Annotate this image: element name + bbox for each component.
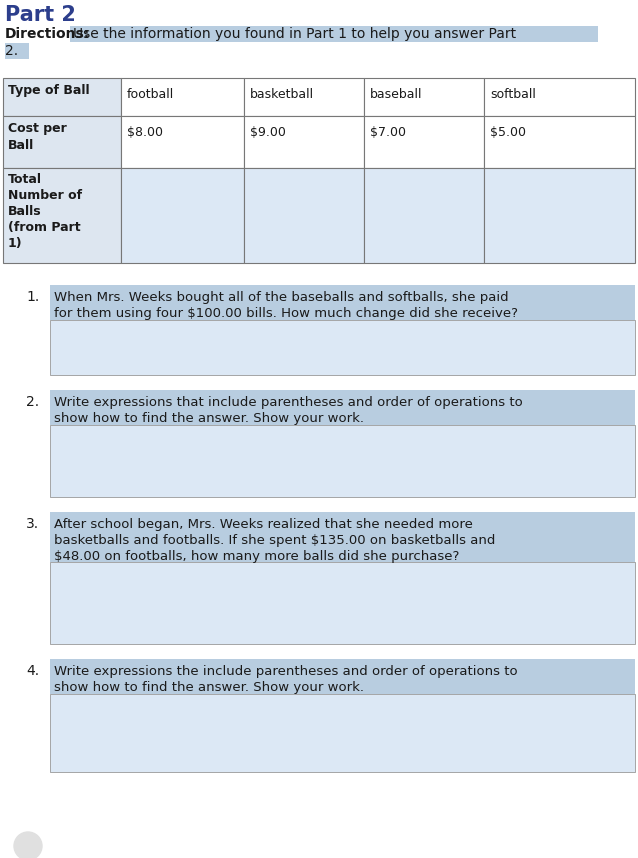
Bar (50, 512, 635, 562)
Bar (364, 116, 484, 168)
Bar (50, 425, 635, 497)
Bar (50, 320, 635, 375)
Bar (121, 168, 244, 263)
Bar (121, 116, 244, 168)
Text: show how to find the answer. Show your work.: show how to find the answer. Show your w… (54, 681, 364, 694)
Bar (50, 659, 635, 694)
Bar (3, 168, 121, 263)
Text: basketball: basketball (250, 88, 314, 101)
Text: baseball: baseball (370, 88, 422, 101)
Text: Cost per
Ball: Cost per Ball (8, 122, 67, 152)
Text: Part 2: Part 2 (5, 5, 76, 25)
Bar (50, 562, 635, 644)
Bar (3, 78, 121, 116)
Text: $9.00: $9.00 (250, 126, 286, 139)
Text: show how to find the answer. Show your work.: show how to find the answer. Show your w… (54, 412, 364, 425)
Text: basketballs and footballs. If she spent $135.00 on basketballs and: basketballs and footballs. If she spent … (54, 534, 495, 547)
Text: $48.00 on footballs, how many more balls did she purchase?: $48.00 on footballs, how many more balls… (54, 550, 459, 563)
Bar (3, 116, 121, 168)
Text: When Mrs. Weeks bought all of the baseballs and softballs, she paid: When Mrs. Weeks bought all of the baseba… (54, 291, 508, 304)
Text: Type of Ball: Type of Ball (8, 84, 89, 97)
Circle shape (14, 832, 42, 858)
Text: 2.: 2. (5, 44, 18, 58)
Bar (50, 694, 635, 772)
Text: 2.: 2. (26, 395, 39, 409)
Text: $7.00: $7.00 (370, 126, 406, 139)
Bar (5, 43, 29, 59)
Bar (484, 116, 635, 168)
Text: $5.00: $5.00 (490, 126, 526, 139)
Text: Use the information you found in Part 1 to help you answer Part: Use the information you found in Part 1 … (73, 27, 516, 41)
Bar (244, 78, 364, 116)
Bar (244, 116, 364, 168)
Bar (50, 285, 635, 320)
Bar (121, 78, 244, 116)
Bar (484, 168, 635, 263)
Text: softball: softball (490, 88, 536, 101)
Bar (364, 78, 484, 116)
Bar (50, 390, 635, 425)
Text: After school began, Mrs. Weeks realized that she needed more: After school began, Mrs. Weeks realized … (54, 518, 473, 531)
Text: 3.: 3. (26, 517, 39, 531)
Text: Total
Number of
Balls
(from Part
1): Total Number of Balls (from Part 1) (8, 173, 82, 250)
Text: Directions:: Directions: (5, 27, 90, 41)
Text: for them using four $100.00 bills. How much change did she receive?: for them using four $100.00 bills. How m… (54, 307, 518, 320)
Bar (244, 168, 364, 263)
Text: football: football (127, 88, 174, 101)
Bar (364, 168, 484, 263)
Text: $8.00: $8.00 (127, 126, 163, 139)
Text: 4.: 4. (26, 664, 39, 678)
Text: 1.: 1. (26, 290, 40, 304)
Text: Write expressions that include parentheses and order of operations to: Write expressions that include parenthes… (54, 396, 523, 409)
Text: Write expressions the include parentheses and order of operations to: Write expressions the include parenthese… (54, 665, 517, 678)
Bar (70, 26, 598, 42)
Bar (484, 78, 635, 116)
